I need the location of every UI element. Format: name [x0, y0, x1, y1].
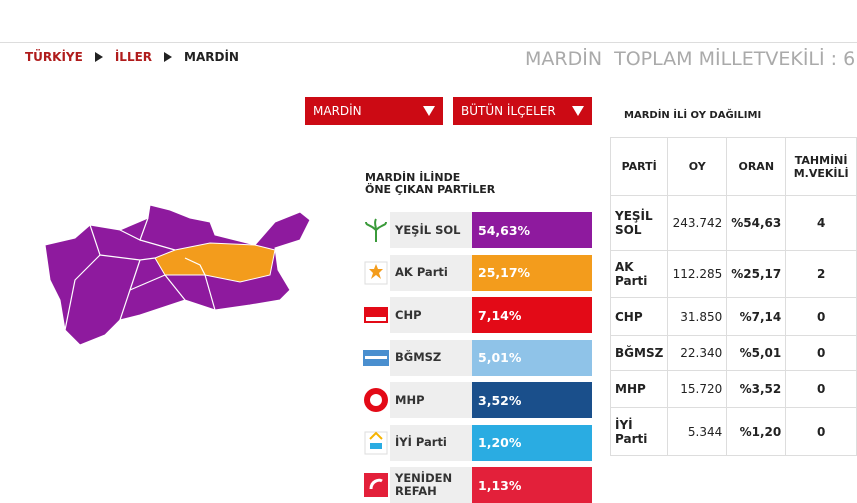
logo-icon: [364, 261, 388, 284]
table-cell: %54,63: [726, 195, 787, 251]
logo-icon: [363, 349, 389, 366]
party-row: YENİDEN REFAH 1,13%: [362, 467, 592, 503]
table-cell: 243.742: [667, 195, 728, 251]
column-header: ORAN: [726, 137, 787, 196]
table-cell: 0: [785, 297, 857, 336]
party-logo: [362, 429, 390, 457]
table-cell: 22.340: [667, 335, 728, 371]
party-row: AK Parti 25,17%: [362, 254, 592, 291]
party-row: YEŞİL SOL 54,63%: [362, 212, 592, 248]
district-map[interactable]: [0, 0, 320, 360]
party-percent: 1,20%: [472, 424, 592, 461]
table-cell: AK Parti: [609, 250, 669, 298]
logo-icon: [364, 431, 388, 454]
party-name: YENİDEN REFAH: [390, 467, 472, 503]
party-name: BĞMSZ: [390, 339, 472, 376]
crumb-separator: [94, 52, 103, 62]
party-percent: 1,13%: [472, 467, 592, 503]
table-cell: %5,01: [726, 335, 787, 371]
party-logo: [362, 344, 390, 372]
results-table: PARTİ OY ORAN TAHMİNİ M.VEKİLİ YEŞİL SOL 243.…: [609, 137, 857, 456]
table-cell: %7,14: [726, 297, 787, 336]
party-name: CHP: [390, 297, 472, 333]
table-row: CHP 31.850 %7,14 0: [609, 297, 857, 336]
party-row: BĞMSZ 5,01%: [362, 339, 592, 376]
table-cell: 0: [785, 407, 857, 456]
party-percent: 25,17%: [472, 254, 592, 291]
table-cell: YEŞİL SOL: [609, 195, 669, 251]
crumb-link[interactable]: İLLER: [114, 50, 153, 64]
logo-icon: [364, 473, 388, 497]
province-dropdown[interactable]: MARDİN: [305, 97, 443, 125]
party-logo: [362, 216, 390, 244]
party-name: MHP: [390, 382, 472, 418]
party-logo: [362, 259, 390, 287]
crumb-link[interactable]: TÜRKİYE: [25, 50, 83, 64]
crumb-current: MARDİN: [184, 50, 239, 64]
dropdown-label: MARDİN: [313, 104, 362, 118]
table-cell: 112.285: [667, 250, 728, 298]
dropdown-arrow: [572, 106, 584, 116]
table-cell: %3,52: [726, 370, 787, 408]
table-row: İYİ Parti 5.344 %1,20 0: [609, 407, 857, 456]
logo-icon: [365, 218, 387, 242]
table-cell: 31.850: [667, 297, 728, 336]
panel-title-line: MARDİN İLİNDE: [365, 171, 461, 184]
table-cell: CHP: [609, 297, 669, 336]
table-row: AK Parti 112.285 %25,17 2: [609, 250, 857, 298]
party-name: AK Parti: [390, 254, 472, 291]
party-percent: 54,63%: [472, 212, 592, 248]
party-row: İYİ Parti 1,20%: [362, 424, 592, 461]
table-cell: 5.344: [667, 407, 728, 456]
party-logo: [362, 471, 390, 499]
table-cell: %25,17: [726, 250, 787, 298]
party-percent: 3,52%: [472, 382, 592, 418]
table-cell: 2: [785, 250, 857, 298]
panel-title-line: ÖNE ÇIKAN PARTİLER: [365, 183, 496, 196]
crumb-separator: [164, 52, 173, 62]
table-cell: İYİ Parti: [609, 407, 669, 456]
table-cell: %1,20: [726, 407, 787, 456]
panel-title: MARDİN İLİNDE ÖNE ÇIKAN PARTİLER: [365, 172, 495, 196]
party-name: İYİ Parti: [390, 424, 472, 461]
party-logo: [362, 301, 390, 329]
table-cell: 0: [785, 370, 857, 408]
party-name: YEŞİL SOL: [390, 212, 472, 248]
table-cell: MHP: [609, 370, 669, 408]
column-header: PARTİ: [609, 137, 669, 196]
table-cell: BĞMSZ: [609, 335, 669, 371]
table-cell: 4: [785, 195, 857, 251]
breadcrumb: TÜRKİYE İLLER MARDİN: [25, 50, 239, 64]
table-cell: 0: [785, 335, 857, 371]
table-row: MHP 15.720 %3,52 0: [609, 370, 857, 408]
party-row: MHP 3,52%: [362, 382, 592, 418]
column-header: OY: [667, 137, 728, 196]
logo-icon: [364, 307, 388, 323]
dropdown-arrow: [423, 106, 435, 116]
party-percent: 7,14%: [472, 297, 592, 333]
table-row: BĞMSZ 22.340 %5,01 0: [609, 335, 857, 371]
district-dropdown[interactable]: BÜTÜN İLÇELER: [453, 97, 592, 125]
page-title: MARDİN TOPLAM MİLLETVEKİLİ : 6: [525, 48, 856, 70]
party-logo: [362, 386, 390, 414]
dropdown-label: BÜTÜN İLÇELER: [461, 104, 556, 118]
divider: [0, 42, 857, 43]
column-header: TAHMİNİ M.VEKİLİ: [785, 137, 857, 196]
party-row: CHP 7,14%: [362, 297, 592, 333]
table-title: MARDİN İLİ OY DAĞILIMI: [624, 110, 762, 121]
table-cell: 15.720: [667, 370, 728, 408]
party-percent: 5,01%: [472, 339, 592, 376]
table-row: YEŞİL SOL 243.742 %54,63 4: [609, 195, 857, 251]
logo-icon: [364, 388, 388, 412]
